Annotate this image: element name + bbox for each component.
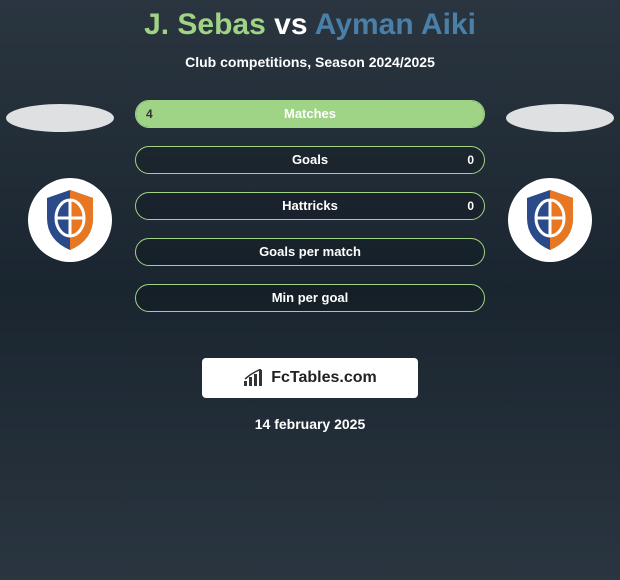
player2-badge <box>508 178 592 262</box>
player1-name: J. Sebas <box>144 8 266 41</box>
comparison-title: J. Sebas vs Ayman Aiki <box>0 0 620 42</box>
shield-icon <box>523 188 577 252</box>
stat-row: Goals per match <box>135 238 485 266</box>
player2-name: Ayman Aiki <box>315 8 476 41</box>
stat-label: Goals <box>136 147 484 173</box>
stat-row: Goals0 <box>135 146 485 174</box>
stat-value-left: 4 <box>136 101 163 127</box>
stat-label: Hattricks <box>136 193 484 219</box>
stat-row: Matches4 <box>135 100 485 128</box>
stat-label: Matches <box>136 101 484 127</box>
branding-text: FcTables.com <box>271 369 377 387</box>
subtitle: Club competitions, Season 2024/2025 <box>0 54 620 70</box>
stat-row: Hattricks0 <box>135 192 485 220</box>
stat-label: Goals per match <box>136 239 484 265</box>
stat-value-right: 0 <box>457 147 484 173</box>
stat-row: Min per goal <box>135 284 485 312</box>
stat-bars: Matches4Goals0Hattricks0Goals per matchM… <box>135 100 485 312</box>
left-ellipse <box>6 104 114 132</box>
chart-icon <box>243 369 265 387</box>
shield-icon <box>43 188 97 252</box>
date-text: 14 february 2025 <box>0 416 620 432</box>
stat-label: Min per goal <box>136 285 484 311</box>
vs-text: vs <box>274 8 307 41</box>
player1-badge <box>28 178 112 262</box>
stats-area: Matches4Goals0Hattricks0Goals per matchM… <box>0 100 620 340</box>
stat-value-right: 0 <box>457 193 484 219</box>
right-ellipse <box>506 104 614 132</box>
branding-badge: FcTables.com <box>202 358 418 398</box>
